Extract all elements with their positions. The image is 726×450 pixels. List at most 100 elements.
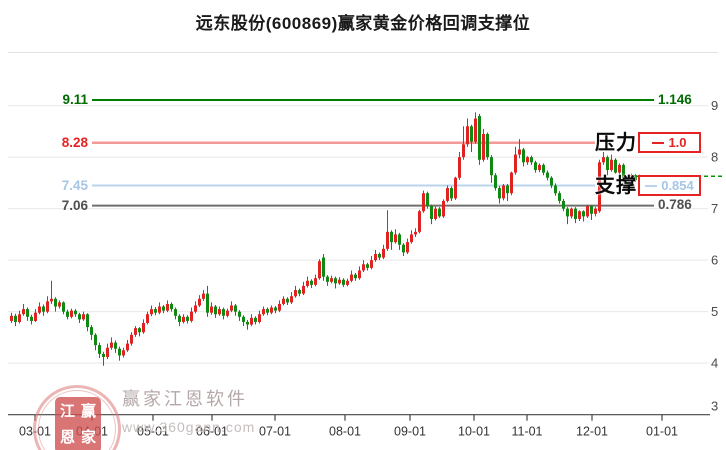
y-axis-label: 5	[711, 304, 718, 319]
candle-body	[514, 154, 517, 173]
candle-body	[634, 175, 637, 181]
candle-body	[498, 188, 501, 199]
candle-body	[74, 310, 77, 315]
candle-body	[610, 159, 613, 171]
candle-body	[234, 305, 237, 312]
candle-body	[250, 317, 253, 325]
candle-body	[126, 343, 129, 351]
candle-body	[534, 162, 537, 171]
candle-body	[490, 157, 493, 176]
candle-body	[594, 208, 597, 214]
candle-body	[358, 270, 361, 279]
watermark-brand: 赢家江恩软件	[122, 389, 248, 409]
candle-body	[438, 208, 441, 217]
candle-body	[522, 149, 525, 163]
ratio-label-1146: 1.146	[658, 92, 692, 107]
candle-body	[350, 274, 353, 281]
candle-body	[238, 311, 241, 317]
watermark-url: www.360gann.com	[122, 419, 256, 435]
candle-body	[626, 177, 629, 183]
candle-body	[106, 347, 109, 357]
candle-body	[274, 307, 277, 311]
candle-body	[334, 278, 337, 284]
candle-body	[506, 185, 509, 194]
candle-body	[298, 290, 301, 294]
candle-body	[114, 342, 117, 349]
y-axis-label: 3	[711, 399, 718, 414]
candle-body	[46, 301, 49, 312]
candle-body	[210, 306, 213, 313]
x-axis-label: 11-01	[511, 425, 542, 439]
candle-body	[574, 208, 577, 219]
candle-body	[538, 164, 541, 171]
resistance-ratio-value: 1.0	[668, 135, 687, 150]
candle-body	[598, 162, 601, 212]
candle-body	[174, 309, 177, 316]
candle-body	[214, 306, 217, 315]
seal-char: 江	[59, 403, 75, 420]
candle-body	[102, 353, 105, 357]
candle-body	[346, 280, 349, 285]
candle-body	[282, 298, 285, 304]
support-line-swatch	[645, 184, 658, 187]
y-axis-label: 6	[711, 253, 718, 268]
candle-body	[354, 274, 357, 279]
candle-body	[230, 305, 233, 311]
page-title: 远东股份(600869)赢家黄金价格回调支撑位	[195, 14, 531, 33]
candle-body	[262, 309, 265, 315]
candle-body	[122, 350, 125, 356]
candle-body	[418, 211, 421, 232]
candle-body	[446, 188, 449, 201]
candle-body	[518, 149, 521, 155]
candle-body	[222, 309, 225, 316]
candle-body	[614, 159, 617, 173]
candle-body	[606, 157, 609, 171]
candle-body	[586, 206, 589, 217]
candle-body	[530, 157, 533, 163]
candle-body	[206, 293, 209, 313]
x-axis-label: 12-01	[576, 425, 608, 439]
candle-body	[434, 208, 437, 219]
candle-body	[630, 175, 633, 183]
watermark-seal-square: 江 赢 恩 家	[55, 397, 101, 450]
candle-body	[442, 200, 445, 217]
candle-body	[82, 314, 85, 320]
candle-body	[338, 279, 341, 284]
candle-body	[314, 278, 317, 285]
candle-body	[130, 334, 133, 344]
candle-body	[162, 306, 165, 311]
candle-body	[322, 257, 325, 277]
candle-body	[218, 309, 221, 315]
candle-body	[30, 316, 33, 321]
candle-body	[318, 261, 321, 279]
candle-body	[482, 133, 485, 160]
candle-body	[138, 328, 141, 333]
candle-body	[202, 293, 205, 299]
x-axis-label: 10-01	[458, 425, 490, 439]
candle-body	[34, 312, 37, 321]
candle-body	[378, 253, 381, 258]
candle-body	[26, 309, 29, 317]
candle-body	[602, 157, 605, 163]
title-separator	[8, 52, 718, 53]
candle-body	[146, 314, 149, 323]
level-price-745: 7.45	[61, 178, 88, 193]
candle-body	[118, 348, 121, 356]
candle-body	[254, 317, 257, 322]
support-ratio-value: 0.854	[661, 178, 694, 193]
candle-body	[466, 126, 469, 145]
candle-body	[422, 193, 425, 212]
candle-body	[502, 185, 505, 199]
candle-body	[486, 133, 489, 158]
candle-body	[582, 211, 585, 217]
candle-body	[86, 314, 89, 328]
y-axis-label: 9	[711, 98, 718, 113]
candle-body	[50, 298, 53, 302]
candle-body	[454, 177, 457, 199]
candle-body	[374, 253, 377, 261]
candle-body	[38, 306, 41, 313]
x-axis-label: 05-01	[137, 425, 169, 439]
candle-body	[290, 296, 293, 303]
